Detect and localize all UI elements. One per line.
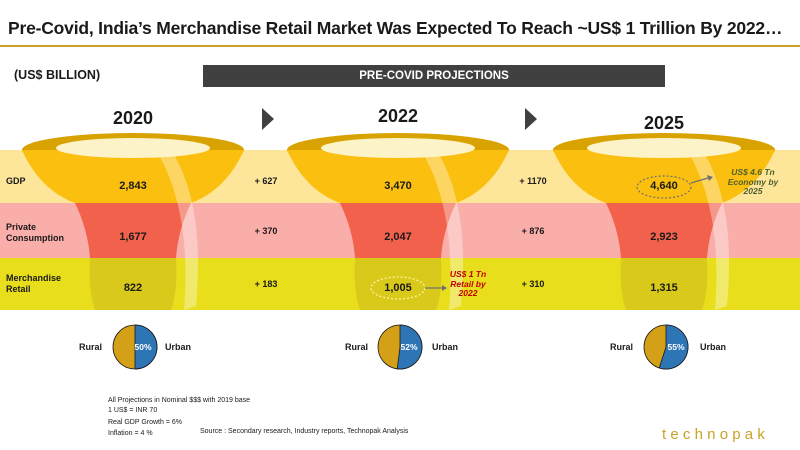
footnote-2: 1 US$ = INR 70 xyxy=(108,407,158,414)
callout-retail-2022: US$ 1 Tn Retail by 2022 xyxy=(449,269,487,298)
value-retail-2020: 822 xyxy=(123,282,143,294)
delta-gdp-2022-2025: + 1170 xyxy=(519,176,547,186)
value-gdp-2022: 3,470 xyxy=(384,180,412,192)
page-title: Pre-Covid, India’s Merchandise Retail Ma… xyxy=(8,18,783,38)
callout-ring-gdp-2025 xyxy=(636,175,692,199)
pie-pct-2025: 55% xyxy=(667,342,685,352)
pie-2020 xyxy=(112,324,158,370)
value-private-2025: 2,923 xyxy=(650,231,678,243)
footnote-4: Inflation = 4 % xyxy=(108,430,153,437)
pie-label-urban-2020: Urban xyxy=(165,342,192,352)
arrow-icon xyxy=(262,108,274,130)
delta-private-2022-2025: + 876 xyxy=(521,226,545,236)
funnel-2022 xyxy=(287,133,509,310)
value-private-2022: 2,047 xyxy=(384,231,412,243)
pie-pct-2020: 50% xyxy=(134,342,152,352)
pie-label-rural-2020: Rural xyxy=(79,342,103,352)
title-underline xyxy=(0,45,800,47)
delta-gdp-2020-2022: + 627 xyxy=(254,176,278,186)
delta-retail-2020-2022: + 183 xyxy=(254,279,278,289)
year-2025: 2025 xyxy=(643,113,685,133)
pie-urban-slice xyxy=(658,324,689,370)
pie-2022 xyxy=(377,324,423,370)
footnote-3: Real GDP Growth = 6% xyxy=(108,419,182,426)
band-label-private: Private Consumption xyxy=(6,222,64,243)
projections-banner: PRE-COVID PROJECTIONS xyxy=(203,65,665,87)
callout-gdp-2025: US$ 4.6 Tn Economy by 2025 xyxy=(727,167,779,196)
pie-label-urban-2022: Urban xyxy=(432,342,459,352)
value-private-2020: 1,677 xyxy=(119,231,147,243)
delta-private-2020-2022: + 370 xyxy=(254,226,278,236)
band-label-retail: Merchandise Retail xyxy=(6,273,62,294)
band-label-gdp: GDP xyxy=(6,176,26,186)
pie-label-rural-2022: Rural xyxy=(345,342,369,352)
delta-retail-2022-2025: + 310 xyxy=(521,279,545,289)
value-gdp-2020: 2,843 xyxy=(119,180,147,192)
pie-label-rural-2025: Rural xyxy=(610,342,634,352)
pie-2025 xyxy=(643,324,689,370)
value-retail-2025: 1,315 xyxy=(650,282,678,294)
pie-urban-slice xyxy=(396,324,423,370)
year-2022: 2022 xyxy=(377,106,419,126)
year-2020: 2020 xyxy=(112,108,154,128)
footnote-1: All Projections in Nominal $$$ with 2019… xyxy=(108,397,251,404)
funnel-2025 xyxy=(553,133,775,310)
callout-arrow-gdp-2025 xyxy=(690,177,709,184)
brand-logo: technopak xyxy=(662,426,770,443)
source-note: Source : Secondary research, Industry re… xyxy=(200,428,409,435)
pie-pct-2022: 52% xyxy=(400,342,418,352)
pie-label-urban-2025: Urban xyxy=(700,342,727,352)
arrow-icon xyxy=(525,108,537,130)
funnel-2020 xyxy=(22,133,244,310)
unit-label: (US$ BILLION) xyxy=(14,68,101,82)
value-retail-2022: 1,005 xyxy=(384,282,412,294)
pie-urban-slice xyxy=(134,324,158,370)
value-gdp-2025: 4,640 xyxy=(650,180,678,192)
